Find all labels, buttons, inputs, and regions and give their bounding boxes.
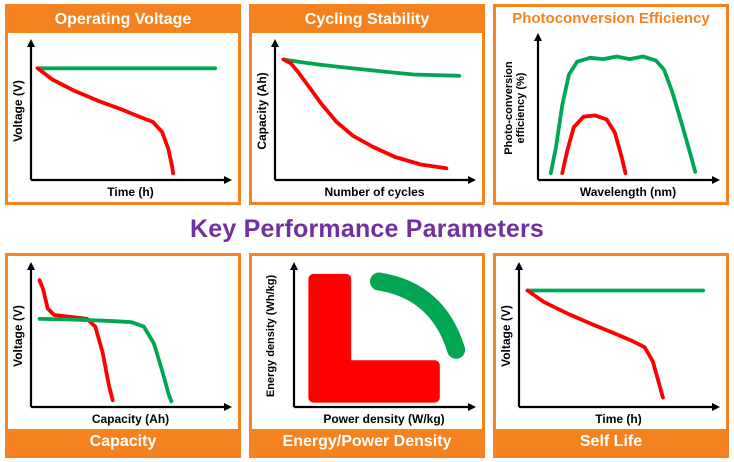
- photoconversion-efficiency-plot-area: [533, 30, 723, 185]
- self-life-chart: Voltage (V) Time (h): [496, 256, 726, 429]
- self-life-plot-area: [514, 259, 723, 412]
- energy-power-density-title-banner: Energy/Power Density: [252, 429, 482, 455]
- panel-self-life: Voltage (V) Time (h) Self Life: [493, 253, 729, 458]
- panel-photoconversion-efficiency: Photoconversion Efficiency Photo-convers…: [493, 4, 729, 205]
- panel-capacity: Voltage (V) Capacity (Ah) Capacity: [5, 253, 241, 458]
- operating-voltage-svg: [27, 39, 232, 184]
- x-axis-arrow-icon: [468, 176, 476, 184]
- x-axis-arrow-icon: [468, 403, 476, 411]
- operating-voltage-title-banner: Operating Voltage: [8, 7, 238, 33]
- self-life-title-banner: Self Life: [496, 429, 726, 455]
- y-axis-arrow-icon: [290, 262, 298, 270]
- photoconversion-efficiency-y-axis-label: Photo-conversion efficiency (%): [502, 60, 527, 155]
- red-low-capacity-discharge: [37, 278, 115, 403]
- panel-operating-voltage: Operating Voltage Voltage (V) Time (h): [5, 4, 241, 205]
- energy-power-density-plot-area: [289, 259, 479, 412]
- cycling-stability-ylabel-col: Capacity (Ah): [253, 36, 270, 185]
- y-axis-arrow-icon: [515, 262, 523, 270]
- y-axis-arrow-icon: [534, 33, 542, 41]
- photoconversion-efficiency-chart: Photo-conversion efficiency (%) Waveleng…: [496, 27, 726, 202]
- red-L-shaped-region: [308, 273, 440, 403]
- operating-voltage-plot-area: [26, 36, 235, 185]
- green-curved-band-region: [370, 272, 466, 359]
- energy-power-density-chart: Energy density (Wh/kg) Power density (W/…: [252, 256, 482, 429]
- self-life-x-axis-label: Time (h): [595, 412, 642, 426]
- panel-energy-power-density: Energy density (Wh/kg) Power density (W/…: [249, 253, 485, 458]
- energy-power-density-svg: [290, 262, 476, 411]
- self-life-y-axis-label: Voltage (V): [498, 304, 513, 367]
- figure-title: Key Performance Parameters: [189, 214, 544, 243]
- green-broadband-response: [548, 54, 698, 176]
- cycling-stability-y-axis-label: Capacity (Ah): [254, 71, 269, 150]
- x-axis-arrow-icon: [712, 403, 720, 411]
- photoconversion-efficiency-ylabel-col: Photo-conversion efficiency (%): [497, 30, 533, 185]
- capacity-chart: Voltage (V) Capacity (Ah): [8, 256, 238, 429]
- cycling-stability-chart: Capacity (Ah) Number of cycles: [252, 33, 482, 202]
- capacity-svg: [27, 262, 232, 411]
- photoconversion-efficiency-title: Photoconversion Efficiency: [512, 10, 710, 27]
- operating-voltage-x-axis-label: Time (h): [107, 185, 154, 199]
- operating-voltage-ylabel-col: Voltage (V): [9, 36, 26, 185]
- cycling-stability-title-banner: Cycling Stability: [252, 7, 482, 33]
- green-stable-capacity: [281, 57, 462, 78]
- x-axis-arrow-icon: [712, 176, 720, 184]
- red-fading-voltage: [35, 66, 176, 176]
- y-axis-arrow-icon: [271, 39, 279, 47]
- photoconversion-efficiency-svg: [534, 33, 720, 184]
- red-self-discharging-voltage: [525, 288, 665, 400]
- y-axis-arrow-icon: [27, 39, 35, 47]
- green-high-capacity-discharge: [37, 317, 174, 404]
- capacity-plot-area: [26, 259, 235, 412]
- cycling-stability-x-axis-label: Number of cycles: [324, 185, 425, 199]
- capacity-y-axis-label: Voltage (V): [10, 304, 25, 367]
- center-title-row: Key Performance Parameters: [5, 205, 729, 253]
- x-axis-arrow-icon: [224, 403, 232, 411]
- self-life-svg: [515, 262, 720, 411]
- bottom-row: Voltage (V) Capacity (Ah) Capacity Energ…: [5, 253, 729, 458]
- cycling-stability-plot-area: [270, 36, 479, 185]
- red-fading-capacity: [281, 57, 449, 171]
- top-row: Operating Voltage Voltage (V) Time (h) C…: [5, 4, 729, 205]
- x-axis-arrow-icon: [224, 176, 232, 184]
- self-life-ylabel-col: Voltage (V): [497, 259, 514, 412]
- capacity-x-axis-label: Capacity (Ah): [91, 412, 170, 426]
- panel-cycling-stability: Cycling Stability Capacity (Ah) Number o…: [249, 4, 485, 205]
- energy-power-density-y-axis-label: Energy density (Wh/kg): [264, 274, 277, 397]
- cycling-stability-svg: [271, 39, 476, 184]
- capacity-ylabel-col: Voltage (V): [9, 259, 26, 412]
- operating-voltage-chart: Voltage (V) Time (h): [8, 33, 238, 202]
- energy-power-density-x-axis-label: Power density (W/kg): [323, 412, 445, 426]
- operating-voltage-y-axis-label: Voltage (V): [10, 79, 25, 142]
- photoconversion-efficiency-x-axis-label: Wavelength (nm): [579, 185, 677, 199]
- y-axis-arrow-icon: [27, 262, 35, 270]
- capacity-title-banner: Capacity: [8, 429, 238, 455]
- red-narrowband-response: [560, 113, 628, 176]
- energy-power-density-ylabel-col: Energy density (Wh/kg): [253, 259, 289, 412]
